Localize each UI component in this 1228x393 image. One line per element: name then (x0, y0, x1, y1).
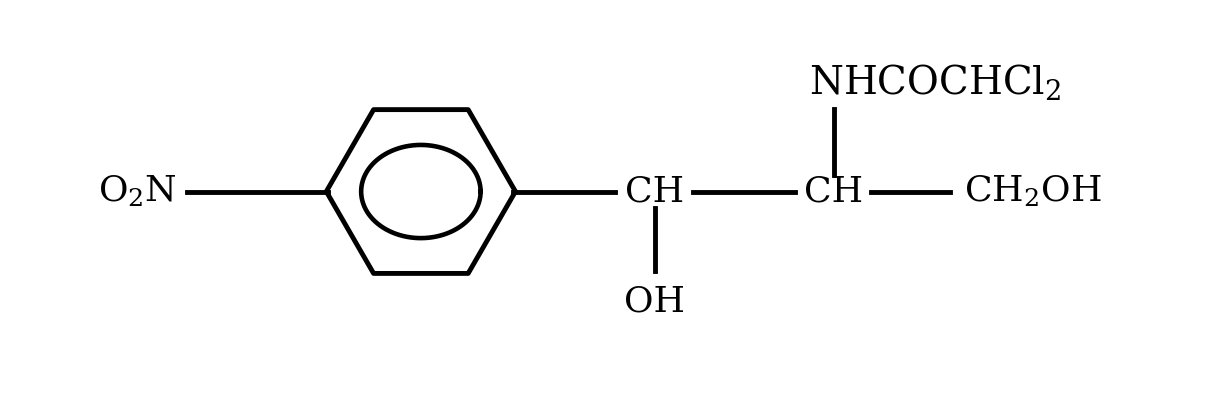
Text: $\mathdefault{CH_2OH}$: $\mathdefault{CH_2OH}$ (964, 174, 1102, 209)
Text: OH: OH (624, 284, 685, 318)
Text: CH: CH (625, 174, 684, 209)
Text: CH: CH (804, 174, 863, 209)
Text: $\mathdefault{O_2N}$: $\mathdefault{O_2N}$ (98, 174, 177, 209)
Text: $\mathdefault{NHCOCHCl_2}$: $\mathdefault{NHCOCHCl_2}$ (809, 62, 1061, 102)
